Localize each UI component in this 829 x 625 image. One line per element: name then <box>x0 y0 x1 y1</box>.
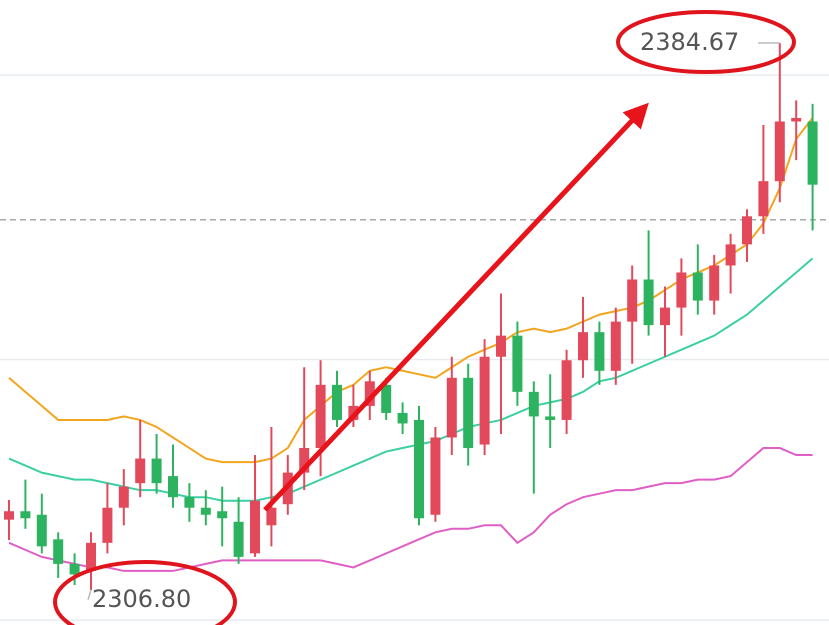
candle-body <box>528 391 539 417</box>
candle-body <box>742 216 752 245</box>
candle-body <box>69 563 80 575</box>
candle-body <box>578 332 588 361</box>
candle-body <box>463 377 474 449</box>
candle-body <box>200 507 211 515</box>
high-label: 2384.67 <box>640 28 739 56</box>
candle-body <box>397 412 408 424</box>
candle-body <box>53 539 64 564</box>
candle-body <box>594 332 605 371</box>
candle-body <box>168 476 178 498</box>
highlight-ellipse <box>616 10 796 74</box>
candle-body <box>266 507 277 526</box>
candle-body <box>86 542 96 571</box>
candle-body <box>315 384 326 449</box>
ma-line <box>8 447 813 572</box>
candle-body <box>660 307 670 326</box>
candle-body <box>692 272 703 301</box>
candle-body <box>332 384 342 420</box>
low-label: 2306.80 <box>92 585 191 613</box>
candle-body <box>758 181 769 217</box>
candle-body <box>414 419 424 519</box>
candle-body <box>299 448 310 473</box>
candle-body <box>430 437 441 515</box>
candle-body <box>496 335 506 357</box>
candle-body <box>102 507 113 543</box>
candle-body <box>627 279 638 322</box>
ma-line <box>8 117 814 464</box>
candle-body <box>479 356 490 445</box>
candle-body <box>791 117 802 122</box>
leader-line <box>87 589 92 601</box>
candle-body <box>709 265 720 301</box>
candle-body <box>135 458 146 484</box>
candle-body <box>184 497 195 508</box>
candle-body <box>512 335 523 392</box>
candle-body <box>381 384 392 413</box>
candle-body <box>610 321 621 371</box>
candle-body <box>446 377 457 438</box>
trend-arrow <box>263 102 649 512</box>
candle-body <box>774 121 785 182</box>
candle-body <box>676 272 687 308</box>
candle-body <box>643 279 654 326</box>
candle-body <box>561 360 572 420</box>
candle-body <box>20 511 31 519</box>
candle-body <box>364 381 375 406</box>
candle-body <box>217 511 228 519</box>
candle-body <box>233 521 244 557</box>
candle-body <box>4 511 14 520</box>
candle-body <box>807 121 818 185</box>
candle-body <box>36 514 47 547</box>
highlight-ellipse <box>53 560 237 625</box>
ma-line <box>8 257 814 502</box>
candle-body <box>725 244 736 266</box>
candle-body <box>151 458 162 484</box>
candle-body <box>118 486 129 508</box>
candle-body <box>250 500 260 554</box>
candle-body <box>545 416 556 420</box>
